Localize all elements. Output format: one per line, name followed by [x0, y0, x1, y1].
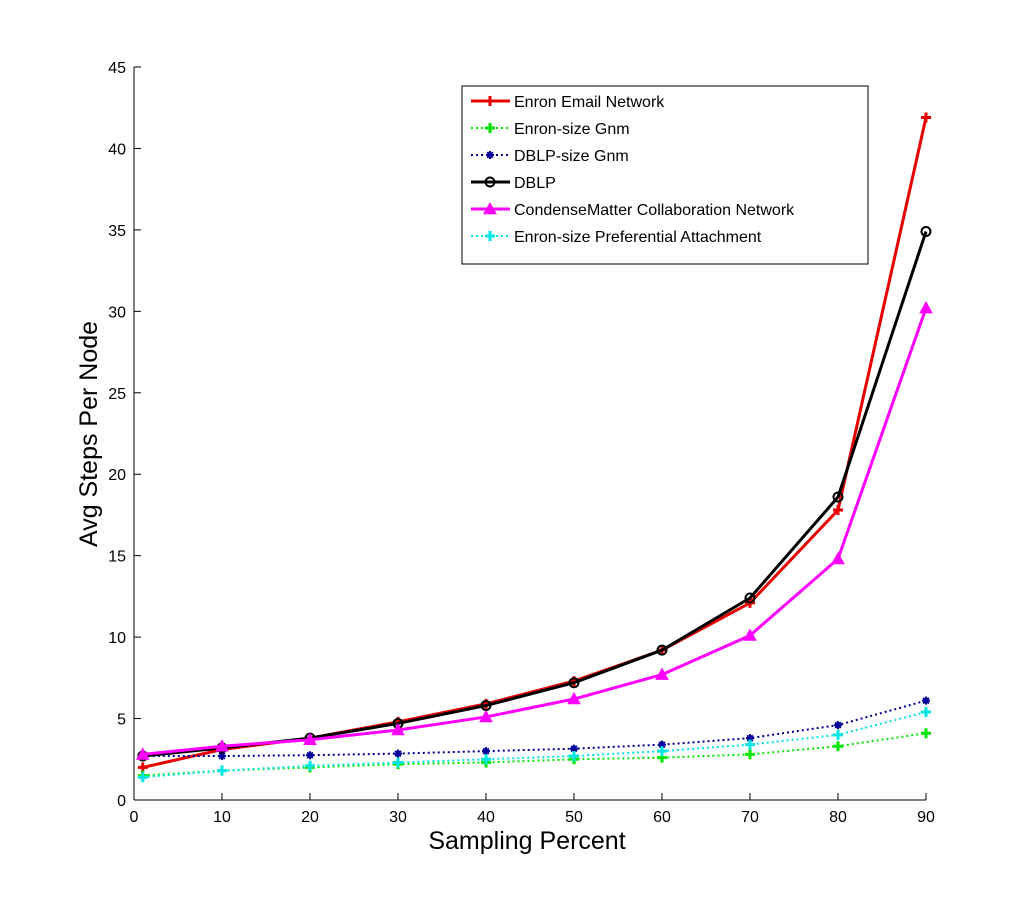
data-point: [922, 696, 930, 705]
y-tick-label: 30: [108, 304, 126, 321]
x-tick-label: 0: [130, 809, 139, 826]
legend-marker: [486, 151, 494, 159]
data-point: [567, 691, 581, 705]
data-point: [656, 644, 668, 656]
legend-label: Enron Email Network: [514, 94, 665, 111]
x-axis-title: Sampling Percent: [428, 827, 625, 855]
data-point: [921, 728, 931, 739]
x-tick-label: 10: [213, 809, 231, 826]
data-point: [831, 551, 845, 565]
data-point: [569, 751, 579, 762]
x-tick-label: 90: [917, 809, 935, 826]
data-point: [658, 740, 666, 749]
legend-marker: [483, 201, 497, 215]
legend-label: CondenseMatter Collaboration Network: [514, 202, 795, 219]
data-point: [920, 226, 932, 238]
data-point: [481, 754, 491, 765]
data-point: [921, 112, 931, 123]
data-point: [745, 739, 755, 750]
data-point: [137, 772, 148, 783]
data-point: [215, 739, 229, 752]
legend-label: DBLP-size Gnm: [514, 148, 629, 165]
data-point: [570, 744, 578, 753]
legend-marker: [484, 176, 496, 188]
data-point: [303, 732, 317, 746]
y-tick-label: 45: [108, 60, 126, 77]
series-layer: [135, 112, 933, 783]
data-point: [744, 592, 756, 604]
y-tick-label: 20: [108, 467, 126, 484]
y-tick-label: 40: [108, 141, 126, 158]
data-point: [833, 741, 843, 752]
data-point: [479, 709, 493, 723]
data-point: [655, 667, 669, 680]
data-point: [921, 707, 931, 718]
legend-label: DBLP: [514, 175, 556, 192]
x-tick-label: 60: [653, 809, 671, 826]
y-tick-label: 5: [117, 712, 126, 729]
data-point: [394, 749, 402, 758]
data-point: [391, 722, 405, 736]
data-point: [217, 765, 227, 776]
y-axis: 0 5 10 15 20 25 30 35 40 45: [108, 60, 141, 810]
data-point: [743, 628, 757, 641]
data-point: [306, 751, 314, 760]
y-tick-label: 15: [108, 549, 126, 566]
x-tick-label: 70: [741, 809, 759, 826]
data-point: [393, 757, 403, 768]
data-point: [305, 760, 315, 771]
data-point: [218, 752, 226, 761]
series-line: [142, 231, 928, 758]
y-tick-label: 25: [108, 386, 126, 403]
legend: Enron Email Network Enron-size Gnm DBLP-si…: [461, 85, 869, 265]
x-tick-label: 30: [389, 809, 407, 826]
legend-box: [461, 85, 869, 265]
data-point: [657, 746, 667, 757]
series-1: [137, 728, 931, 781]
y-tick-label: 0: [117, 793, 126, 810]
plot-frame: [133, 67, 926, 801]
data-point: [919, 301, 933, 314]
x-tick-label: 20: [301, 809, 319, 826]
x-tick-label: 50: [565, 809, 583, 826]
data-point: [834, 721, 842, 730]
x-tick-label: 80: [829, 809, 847, 826]
series-5: [137, 707, 931, 783]
legend-marker: [485, 123, 495, 133]
x-tick-label: 40: [477, 809, 495, 826]
data-point: [568, 677, 580, 689]
legend-marker: [485, 231, 495, 241]
y-tick-label: 10: [108, 630, 126, 647]
y-axis-title: Avg Steps Per Node: [75, 321, 103, 547]
data-point: [745, 749, 755, 760]
data-point: [833, 729, 843, 740]
legend-label: Enron-size Gnm: [514, 121, 630, 138]
data-point: [746, 734, 754, 743]
legend-marker: [485, 96, 495, 106]
x-axis: 0 10 20 30 40 50 60 70 80 90: [130, 793, 935, 826]
data-point: [833, 505, 843, 516]
series-line: [142, 732, 927, 777]
series-4: [135, 301, 933, 760]
data-point: [832, 491, 844, 503]
y-tick-label: 35: [108, 223, 126, 240]
series-line: [142, 307, 928, 756]
legend-label: Enron-size Preferential Attachment: [514, 229, 762, 246]
series-3: [137, 226, 932, 762]
series-line: [142, 699, 927, 758]
data-point: [135, 747, 150, 760]
data-point: [482, 747, 490, 756]
